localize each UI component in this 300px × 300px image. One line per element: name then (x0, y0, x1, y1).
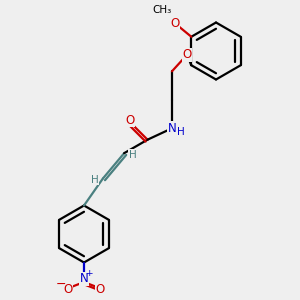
Text: N: N (80, 272, 88, 286)
Text: +: + (85, 269, 93, 278)
Text: O: O (182, 48, 192, 61)
Text: CH₃: CH₃ (153, 5, 172, 15)
Text: O: O (125, 114, 134, 127)
Text: O: O (170, 17, 179, 30)
Text: O: O (96, 283, 105, 296)
Text: H: H (91, 175, 98, 185)
Text: −: − (56, 278, 66, 291)
Text: H: H (129, 150, 136, 160)
Text: H: H (177, 127, 185, 137)
Text: N: N (168, 122, 176, 135)
Text: O: O (63, 283, 72, 296)
